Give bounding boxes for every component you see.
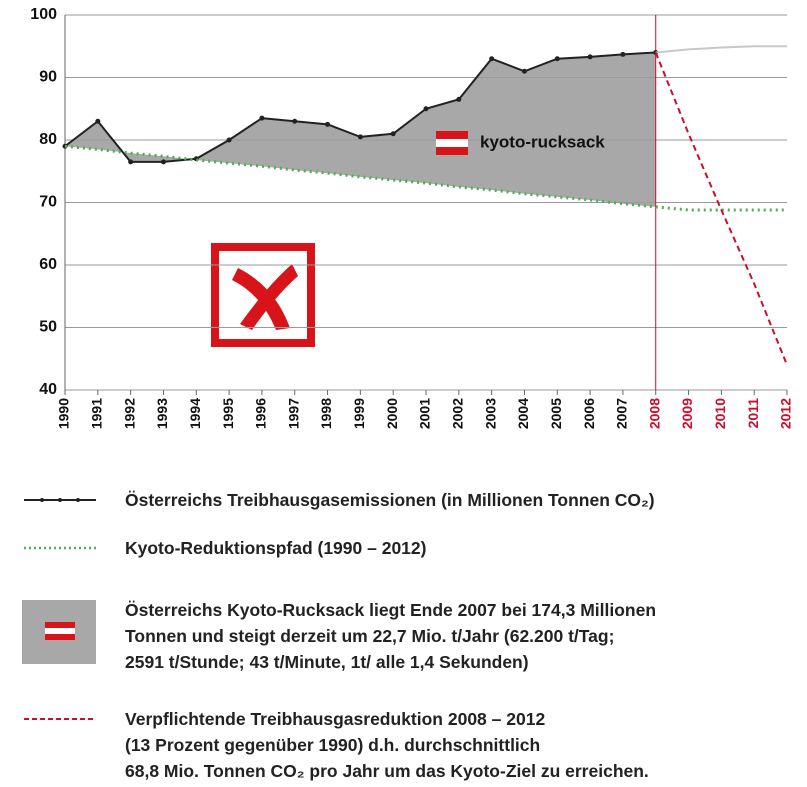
annotation-text: kyoto-rucksack bbox=[480, 132, 605, 151]
chart: 40 50 60 70 80 90 100 1990 1991 1992 1993 1994 1995 1… bbox=[30, 6, 794, 429]
data-point bbox=[259, 115, 265, 121]
x-tick-label: 2005 bbox=[548, 398, 564, 429]
x-tick-label: 1998 bbox=[318, 398, 334, 429]
legend-icon-emissions bbox=[24, 498, 96, 502]
data-point bbox=[456, 96, 462, 102]
x-tick-label: 1999 bbox=[351, 398, 367, 429]
legend-text: 68,8 Mio. Tonnen CO₂ pro Jahr um das Kyo… bbox=[125, 761, 649, 781]
x-tick-label: 1992 bbox=[121, 398, 137, 429]
legend-text: 2591 t/Stunde; 43 t/Minute, 1t/ alle 1,4… bbox=[125, 652, 529, 672]
legend-icon-reduction bbox=[24, 718, 96, 720]
legend-entry: Österreichs Treibhausgasemissionen (in M… bbox=[125, 487, 655, 513]
data-point bbox=[521, 68, 527, 74]
y-tick-label: 70 bbox=[39, 194, 57, 211]
y-tick-label: 50 bbox=[39, 319, 57, 336]
x-tick-label: 2007 bbox=[614, 398, 630, 429]
x-tick-label: 1994 bbox=[187, 398, 203, 429]
x-tick-label: 2001 bbox=[417, 398, 433, 429]
x-tick-label: 2009 bbox=[679, 398, 695, 429]
annotation: kyoto-rucksack bbox=[436, 131, 605, 155]
rucksack-area bbox=[65, 52, 656, 207]
data-point bbox=[226, 137, 232, 143]
x-tick-label: 2012 bbox=[778, 398, 794, 429]
x-tick-label: 2002 bbox=[450, 398, 466, 429]
x-tick-label: 2006 bbox=[581, 398, 597, 429]
y-tick-label: 100 bbox=[30, 6, 57, 23]
legend-entry: Verpflichtende Treibhausgasreduktion 200… bbox=[125, 706, 649, 784]
legend-entry: Österreichs Kyoto-Rucksack liegt Ende 20… bbox=[125, 597, 656, 675]
data-point bbox=[128, 159, 134, 165]
y-tick-label: 40 bbox=[39, 381, 57, 398]
x-tick-label: 1993 bbox=[154, 398, 170, 429]
flag-stripe bbox=[436, 147, 468, 155]
data-point bbox=[587, 54, 593, 60]
x-tick-label: 2008 bbox=[646, 398, 662, 429]
legend-icon-rucksack bbox=[22, 600, 96, 664]
x-tick-label: 2003 bbox=[482, 398, 498, 429]
data-point bbox=[390, 131, 396, 137]
legend-text: Österreichs Kyoto-Rucksack liegt Ende 20… bbox=[125, 600, 657, 620]
x-tick-label: 2004 bbox=[515, 398, 531, 429]
data-point bbox=[160, 159, 166, 165]
flag-stripe bbox=[436, 131, 468, 139]
y-tick-label: 60 bbox=[39, 256, 57, 273]
data-point bbox=[357, 134, 363, 140]
y-tick-label: 90 bbox=[39, 69, 57, 86]
data-point bbox=[554, 56, 560, 62]
legend-text: Tonnen und steigt derzeit um 22,7 Mio. t… bbox=[125, 626, 615, 646]
data-point bbox=[423, 106, 429, 112]
x-tick-label: 1991 bbox=[89, 398, 105, 429]
series-line bbox=[654, 52, 788, 366]
logo bbox=[211, 243, 315, 347]
x-tick-label: 2000 bbox=[384, 398, 400, 429]
legend-entry: Kyoto-Reduktionspfad (1990 – 2012) bbox=[125, 535, 426, 561]
flag-stripe bbox=[436, 139, 468, 147]
x-tick-label: 1995 bbox=[220, 398, 236, 429]
data-point bbox=[292, 118, 298, 124]
series-line bbox=[655, 45, 787, 54]
y-tick-label: 80 bbox=[39, 131, 57, 148]
x-tick-label: 2011 bbox=[745, 398, 761, 429]
legend-text: Kyoto-Reduktionspfad (1990 – 2012) bbox=[125, 538, 427, 558]
data-point bbox=[325, 121, 331, 127]
x-tick-label: 2010 bbox=[712, 398, 728, 429]
x-tick-label: 1996 bbox=[253, 398, 269, 429]
data-point bbox=[489, 56, 495, 62]
data-point bbox=[95, 118, 101, 124]
series-line bbox=[64, 144, 787, 212]
x-tick-label: 1997 bbox=[285, 398, 301, 429]
x-tick-label: 1990 bbox=[56, 398, 72, 429]
legend-text: Österreichs Treibhausgasemissionen (in M… bbox=[125, 490, 655, 510]
data-point bbox=[620, 51, 626, 57]
legend-text: (13 Prozent gegenüber 1990) d.h. durchsc… bbox=[125, 735, 541, 755]
legend-text: Verpflichtende Treibhausgasreduktion 200… bbox=[125, 709, 546, 729]
legend-icon-path bbox=[24, 546, 96, 550]
